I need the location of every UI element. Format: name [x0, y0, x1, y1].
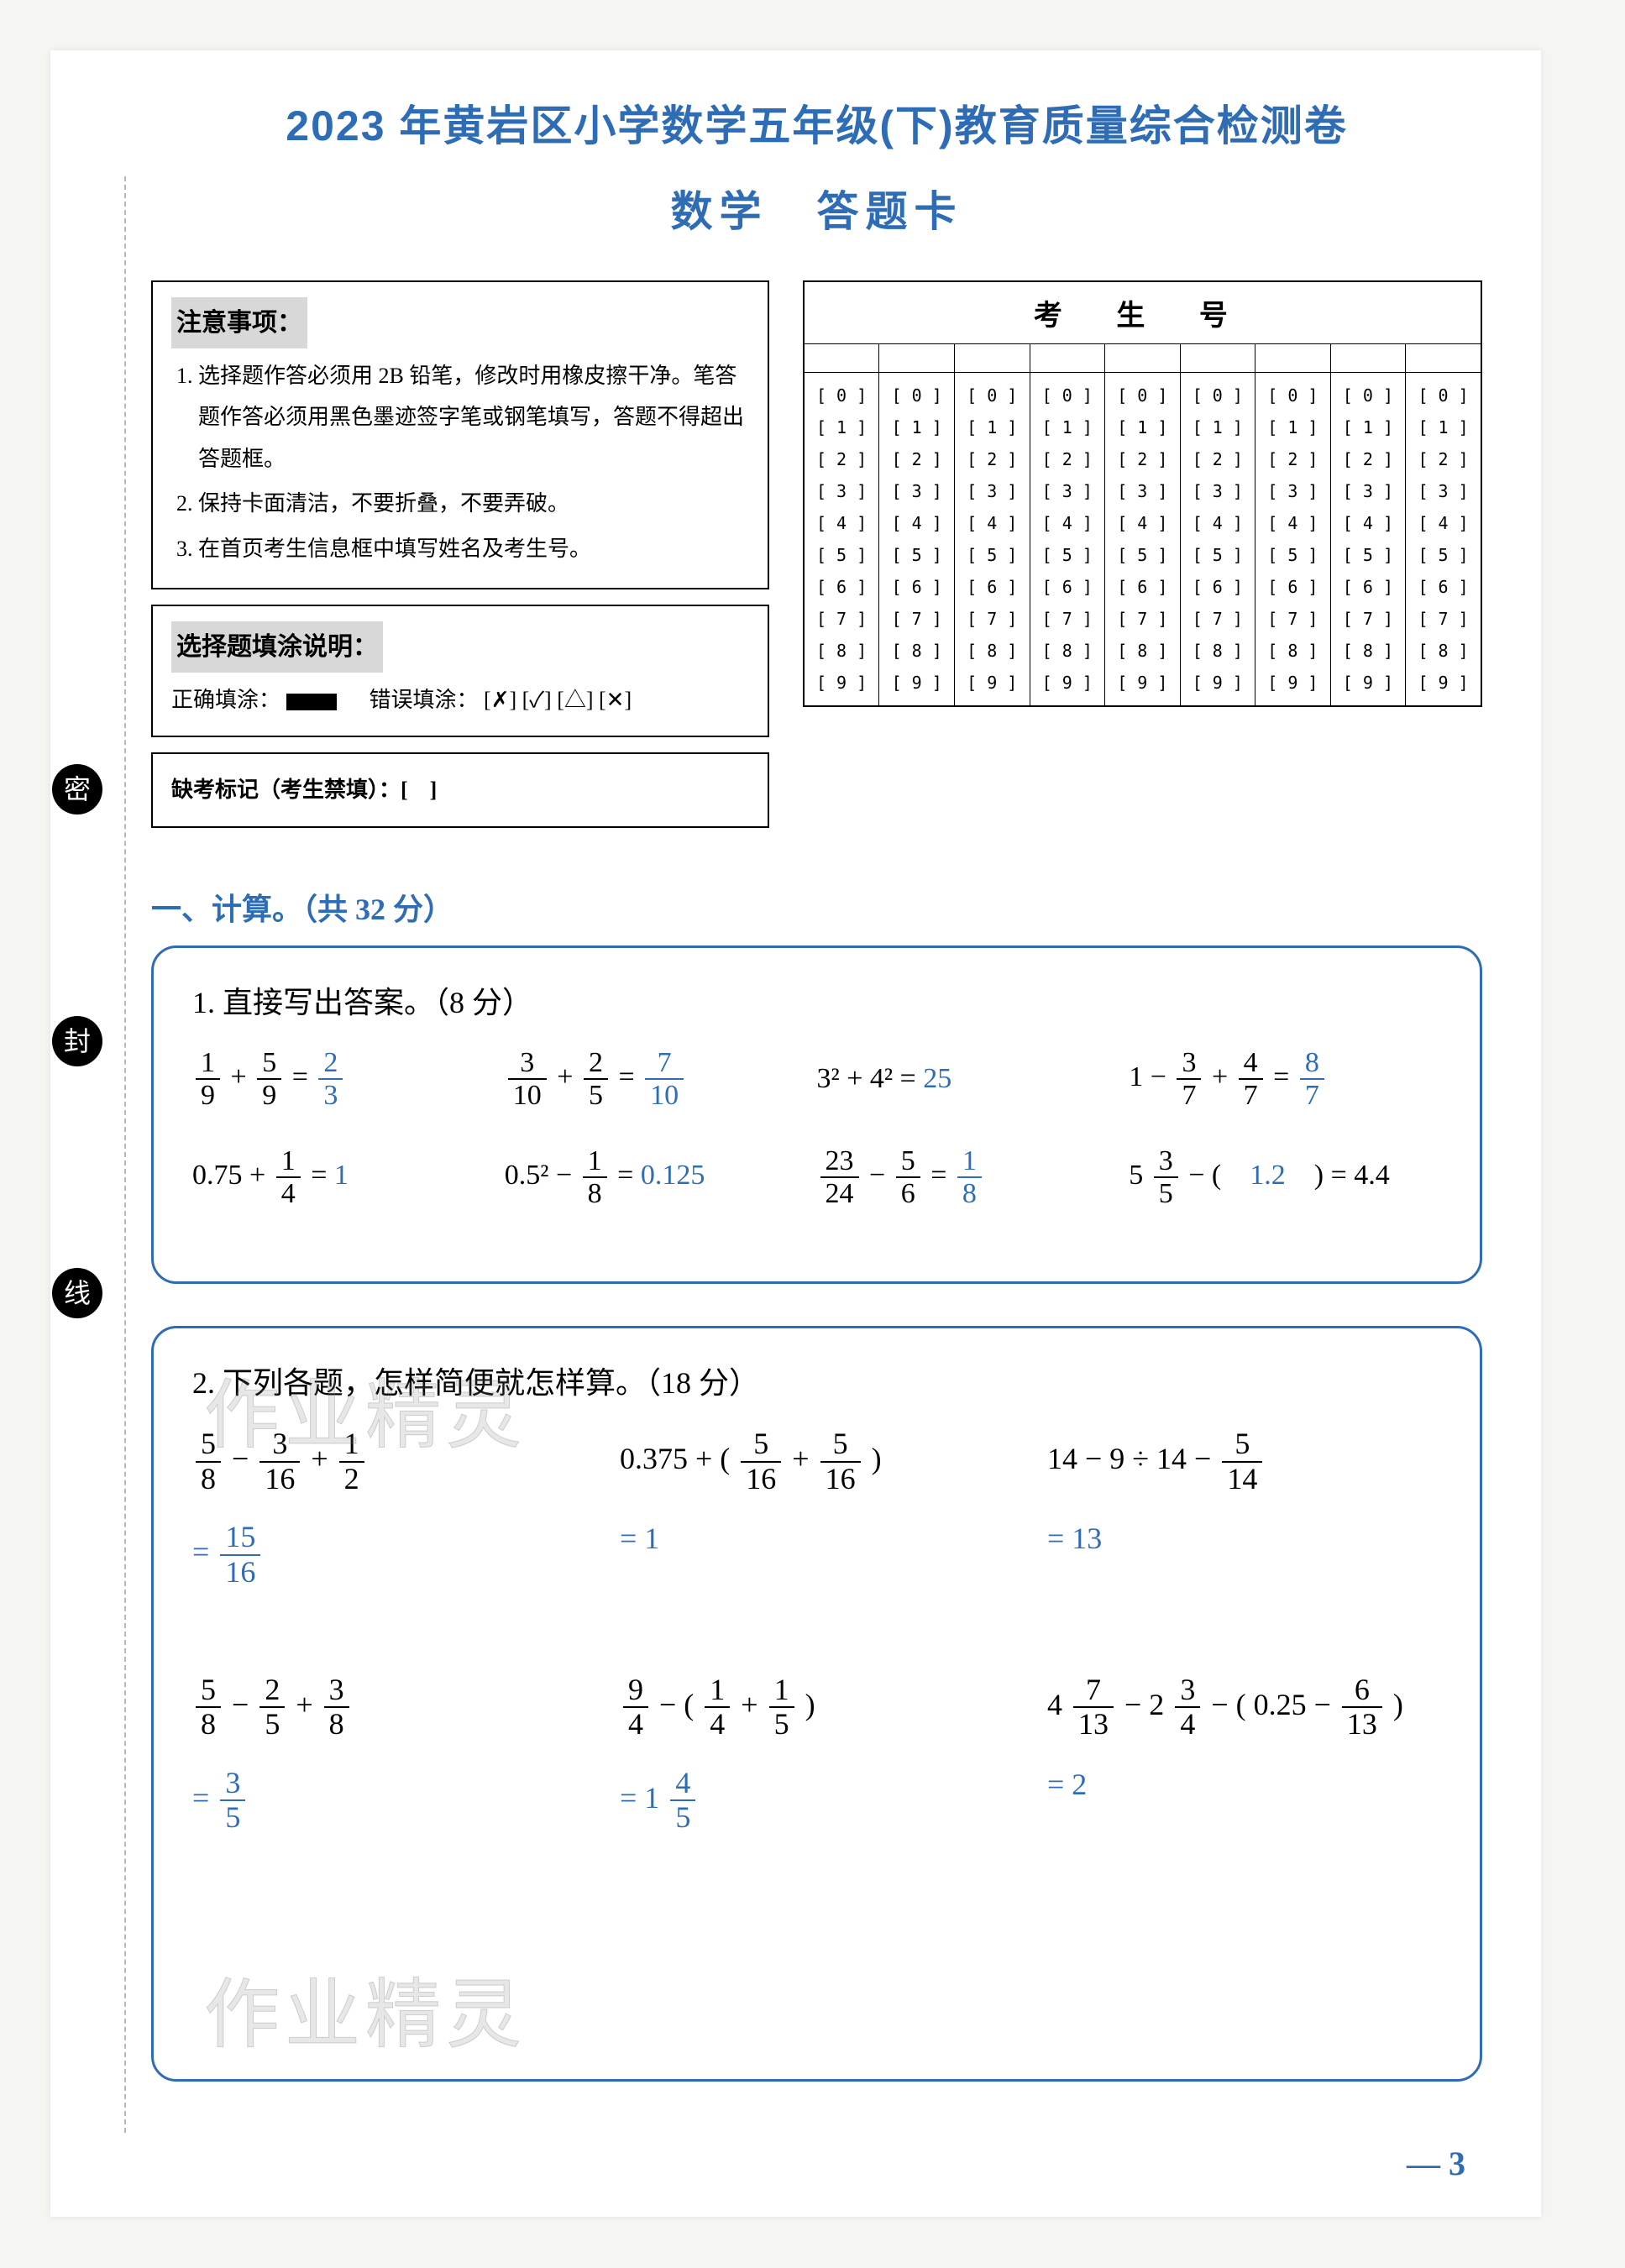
- q2-item: 14 − 9 ÷ 14 − 514= 13: [1047, 1427, 1441, 1589]
- exam-page: 密 封 线 2023 年黄岩区小学数学五年级(下)教育质量综合检测卷 数学 答题…: [50, 50, 1541, 2217]
- q1-row1: 19 + 59 = 23 310 + 25 = 710 3² + 4² = 25…: [192, 1047, 1441, 1112]
- q2-title: 2. 下列各题，怎样简便就怎样算。（18 分）: [192, 1359, 1441, 1402]
- fill-instruction-box: 选择题填涂说明： 正确填涂： 错误填涂： [✗] [✓] [△] [✕]: [151, 605, 769, 737]
- exam-title: 2023 年黄岩区小学数学五年级(下)教育质量综合检测卷: [151, 92, 1482, 153]
- wrong-fill-marks: [✗] [✓] [△] [✕]: [484, 688, 632, 712]
- id-digit-column[interactable]: [ 0 ][ 1 ][ 2 ][ 3 ][ 4 ][ 5 ][ 6 ][ 7 ]…: [804, 373, 879, 707]
- id-digit-column[interactable]: [ 0 ][ 1 ][ 2 ][ 3 ][ 4 ][ 5 ][ 6 ][ 7 ]…: [1105, 373, 1181, 707]
- q1-item: 0.5² − 18 = 0.125: [505, 1145, 817, 1210]
- id-digit-column[interactable]: [ 0 ][ 1 ][ 2 ][ 3 ][ 4 ][ 5 ][ 6 ][ 7 ]…: [1180, 373, 1255, 707]
- q2-item: 0.375 + ( 516 + 516 )= 1: [620, 1427, 1014, 1589]
- margin-bubble-xian: 线: [52, 1268, 102, 1318]
- wrong-fill-label: 错误填涂：: [370, 688, 479, 712]
- margin-bubble-feng: 封: [52, 1016, 102, 1066]
- header-row: 注意事项： 选择题作答必须用 2B 铅笔，修改时用橡皮擦干净。笔答题作答必须用黑…: [151, 280, 1482, 843]
- margin-bubble-mi: 密: [52, 764, 102, 814]
- q2-item: 94 − ( 14 + 15 )= 1 45: [620, 1674, 1014, 1835]
- question2-box: 2. 下列各题，怎样简便就怎样算。（18 分） 作业精灵 作业精灵 58 − 3…: [151, 1326, 1482, 2082]
- id-digit-column[interactable]: [ 0 ][ 1 ][ 2 ][ 3 ][ 4 ][ 5 ][ 6 ][ 7 ]…: [1255, 373, 1331, 707]
- exam-subtitle: 数学 答题卡: [151, 178, 1482, 238]
- margin-dashed-line: 密 封 线: [76, 176, 126, 2133]
- q2-item: 4 713 − 2 34 − ( 0.25 − 613 )= 2: [1047, 1674, 1441, 1835]
- q2-item: 58 − 316 + 12= 1516: [192, 1427, 586, 1589]
- q1-item: 1 − 37 + 47 = 87: [1129, 1047, 1441, 1112]
- section1-heading: 一、计算。（共 32 分）: [151, 885, 1482, 929]
- q1-row2: 0.75 + 14 = 1 0.5² − 18 = 0.125 2324 − 5…: [192, 1145, 1441, 1210]
- q1-item: 2324 − 56 = 18: [817, 1145, 1130, 1210]
- q1-item: 5 35 − ( 1.2 ) = 4.4: [1129, 1145, 1441, 1210]
- q1-item: 3² + 4² = 25: [817, 1063, 1130, 1095]
- notice-item: 保持卡面清洁，不要折叠，不要弄破。: [198, 483, 749, 524]
- q1-title: 1. 直接写出答案。（8 分）: [192, 978, 1441, 1022]
- q2-item: 58 − 25 + 38= 35: [192, 1674, 586, 1835]
- question1-box: 1. 直接写出答案。（8 分） 19 + 59 = 23 310 + 25 = …: [151, 945, 1482, 1285]
- q1-item: 310 + 25 = 710: [505, 1047, 817, 1112]
- absent-mark-label: 缺考标记（考生禁填）：[ ]: [171, 778, 437, 802]
- watermark: 作业精灵: [204, 1953, 527, 2062]
- q1-item: 0.75 + 14 = 1: [192, 1145, 505, 1210]
- notice-box: 注意事项： 选择题作答必须用 2B 铅笔，修改时用橡皮擦干净。笔答题作答必须用黑…: [151, 280, 769, 589]
- fill-instruction-heading: 选择题填涂说明：: [171, 621, 383, 673]
- id-digit-column[interactable]: [ 0 ][ 1 ][ 2 ][ 3 ][ 4 ][ 5 ][ 6 ][ 7 ]…: [954, 373, 1030, 707]
- page-number: — 3: [1407, 2144, 1465, 2183]
- notice-heading: 注意事项：: [171, 297, 307, 348]
- correct-fill-icon: [286, 694, 337, 710]
- id-blank-row[interactable]: [804, 344, 1481, 373]
- notice-item: 在首页考生信息框中填写姓名及考生号。: [198, 528, 749, 569]
- q2-grid: 58 − 316 + 12= 15160.375 + ( 516 + 516 )…: [192, 1427, 1441, 1835]
- notice-item: 选择题作答必须用 2B 铅笔，修改时用橡皮擦干净。笔答题作答必须用黑色墨迹签字笔…: [198, 355, 749, 479]
- correct-fill-label: 正确填涂：: [171, 688, 280, 712]
- id-grid-heading: 考 生 号: [804, 281, 1481, 344]
- id-digit-row: [ 0 ][ 1 ][ 2 ][ 3 ][ 4 ][ 5 ][ 6 ][ 7 ]…: [804, 373, 1481, 707]
- id-digit-column[interactable]: [ 0 ][ 1 ][ 2 ][ 3 ][ 4 ][ 5 ][ 6 ][ 7 ]…: [879, 373, 955, 707]
- absent-mark-box: 缺考标记（考生禁填）：[ ]: [151, 752, 769, 827]
- id-digit-column[interactable]: [ 0 ][ 1 ][ 2 ][ 3 ][ 4 ][ 5 ][ 6 ][ 7 ]…: [1330, 373, 1406, 707]
- id-digit-column[interactable]: [ 0 ][ 1 ][ 2 ][ 3 ][ 4 ][ 5 ][ 6 ][ 7 ]…: [1030, 373, 1105, 707]
- id-digit-column[interactable]: [ 0 ][ 1 ][ 2 ][ 3 ][ 4 ][ 5 ][ 6 ][ 7 ]…: [1406, 373, 1481, 707]
- q1-item: 19 + 59 = 23: [192, 1047, 505, 1112]
- candidate-id-grid: 考 生 号 [ 0 ][ 1 ][ 2 ][ 3 ][ 4 ][ 5 ][ 6 …: [803, 280, 1482, 707]
